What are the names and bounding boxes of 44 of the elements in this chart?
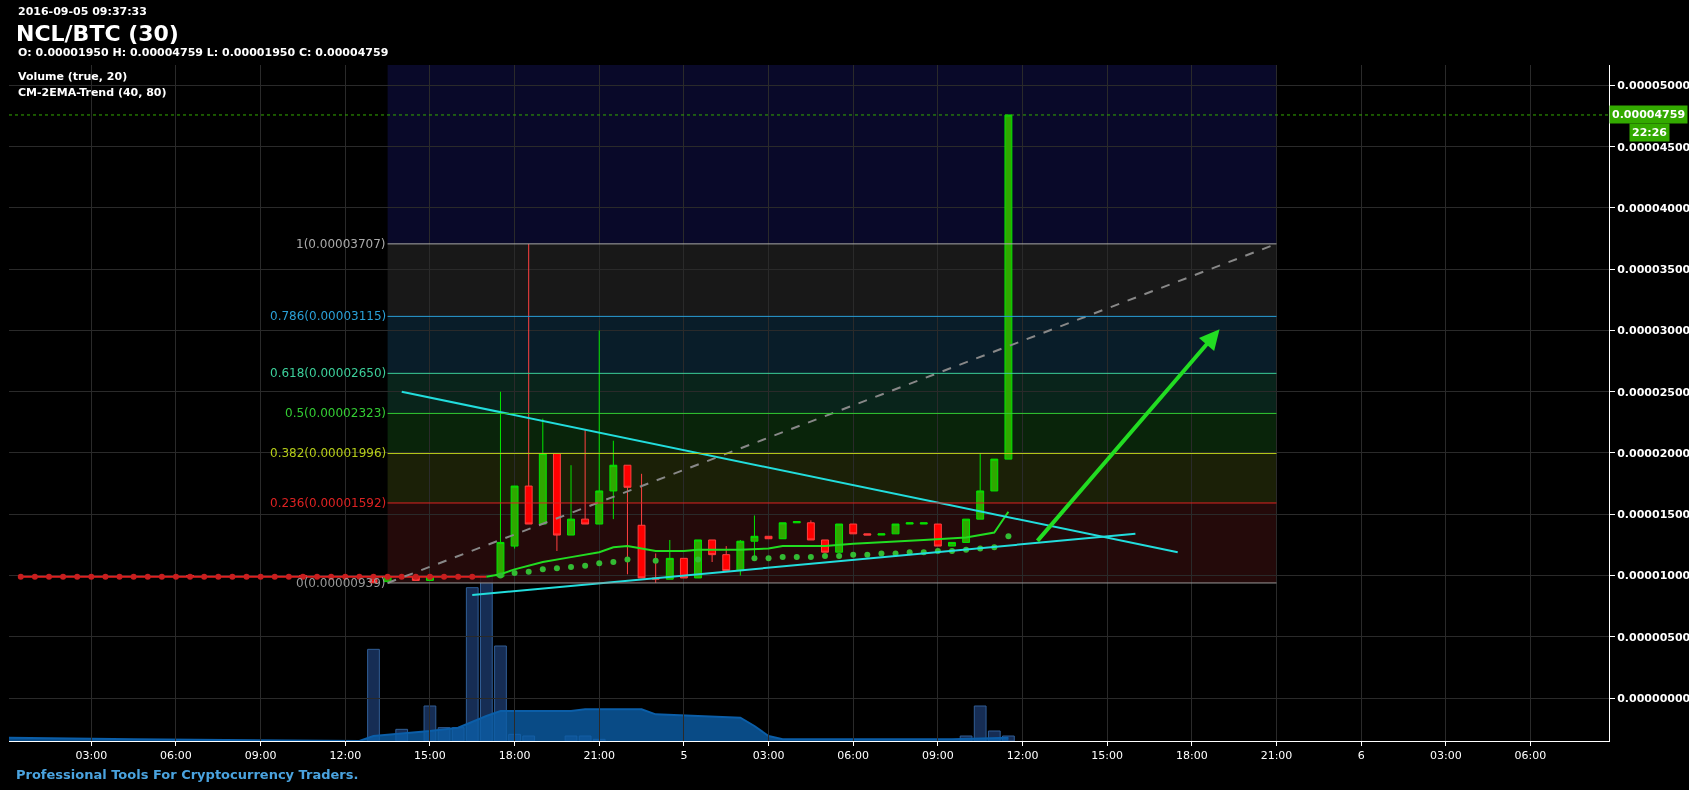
x-tick-label: 6 (1357, 749, 1365, 763)
x-tick-label: 18:00 (1175, 749, 1208, 763)
ref-line-label: 0.5(0.00002323) (285, 406, 386, 420)
chart-subtitle: 2016-09-05 09:37:33 (18, 5, 147, 18)
x-tick-label: 09:00 (244, 749, 277, 763)
ref-line-label: 0.00004759 (1612, 108, 1686, 121)
text: Professional Tools For Cryptocurrency Traders. (16, 767, 359, 782)
x-tick-label: 09:00 (922, 749, 954, 763)
x-tick-label: 03:00 (75, 749, 108, 763)
x-tick-label: 21:00 (1260, 749, 1293, 763)
y-tick-label: 0.00003500 (1617, 263, 1689, 277)
x-tick-label: 06:00 (160, 749, 192, 763)
annotation: Volume (true, 20) (18, 70, 128, 83)
ref-line-label: 0(0.00000939) (296, 576, 386, 590)
x-tick-label: 15:00 (1091, 749, 1124, 763)
x-tick-label: 06:00 (1514, 749, 1547, 763)
y-tick-label: 0.00005000 (1617, 79, 1689, 93)
y-tick-label: 0.00000000 (1617, 691, 1689, 705)
x-tick-label: 15:00 (414, 749, 446, 763)
ref-line-label: 0.236(0.00001592) (270, 496, 387, 510)
x-tick-label: 12:00 (1006, 749, 1039, 763)
x-tick-label: 18:00 (498, 749, 531, 763)
text: O: 0.00001950 H: 0.00004759 L: 0.00001950 C: 0.00004759 (18, 46, 389, 59)
y-tick-label: 0.00000500 (1617, 630, 1689, 644)
y-tick-label: 0.00001500 (1617, 508, 1689, 522)
y-tick-label: 0.00003000 (1617, 324, 1689, 338)
x-tick-label: 03:00 (1429, 749, 1462, 763)
ref-line-label: 0.618(0.00002650) (270, 366, 387, 380)
x-tick-label: 21:00 (583, 749, 616, 763)
y-tick-label: 0.00001000 (1617, 569, 1689, 583)
ref-line-label: 0.786(0.00003115) (270, 309, 387, 323)
y-tick-label: 0.00004500 (1617, 140, 1689, 154)
ref-line-label: 0.382(0.00001996) (270, 446, 387, 460)
annotation: CM-2EMA-Trend (40, 80) (18, 86, 167, 99)
chart-title: NCL/BTC (30) (16, 20, 179, 46)
y-tick-label: 0.00002500 (1617, 385, 1689, 399)
x-tick-label: 12:00 (329, 749, 362, 763)
x-tick-label: 03:00 (752, 749, 785, 763)
x-tick-label: 5 (680, 749, 688, 763)
text: 22:26 (1632, 126, 1668, 139)
ref-line-label: 1(0.00003707) (296, 237, 386, 251)
x-tick-label: 06:00 (837, 749, 870, 763)
y-tick-label: 0.00004000 (1617, 201, 1689, 215)
y-tick-label: 0.00002000 (1617, 446, 1689, 460)
